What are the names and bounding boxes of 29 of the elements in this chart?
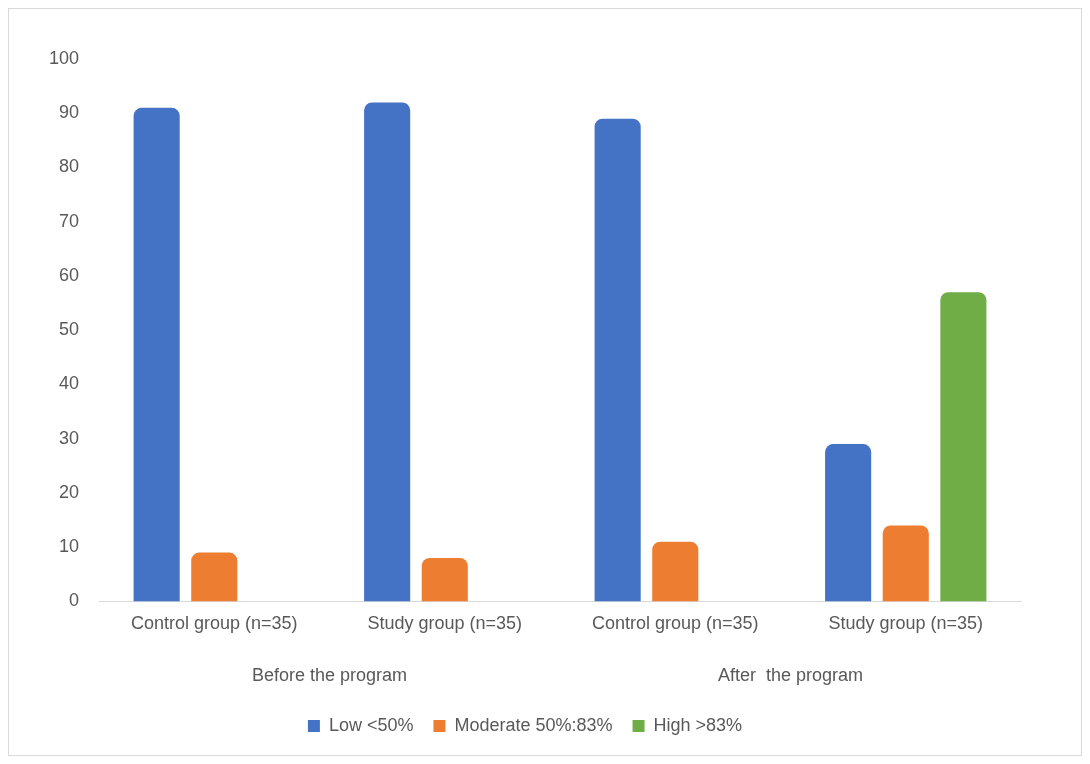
y-tick-label: 0 (69, 590, 80, 611)
y-tick-label: 10 (59, 536, 80, 557)
bar (882, 525, 929, 602)
y-tick-label: 70 (59, 210, 80, 231)
bar (594, 118, 641, 602)
legend-label: Low <50% (328, 714, 414, 735)
legend-label: High >83% (653, 714, 743, 735)
x-tick-label: Control group (n=35) (130, 613, 298, 634)
bar (364, 102, 411, 602)
x-tick-label: Control group (n=35) (591, 613, 759, 634)
x-tick-label: Study group (n=35) (828, 613, 984, 634)
y-tick-label: 40 (59, 373, 80, 394)
y-tick-label: 60 (59, 264, 80, 285)
y-tick-label: 20 (59, 481, 80, 502)
bar (825, 444, 872, 602)
text: Before the program (251, 665, 408, 686)
text: After the program (717, 665, 864, 686)
bar (652, 541, 699, 602)
y-tick-label: 90 (59, 102, 80, 123)
legend-label: Moderate 50%:83% (454, 714, 613, 735)
x-tick-label: Study group (n=35) (367, 613, 523, 634)
y-tick-label: 50 (59, 319, 80, 340)
bar (421, 558, 468, 602)
bar (191, 552, 238, 602)
y-tick-label: 100 (48, 47, 80, 68)
y-tick-label: 30 (59, 427, 80, 448)
bar (940, 292, 987, 602)
y-tick-label: 80 (59, 156, 80, 177)
bar (133, 107, 180, 602)
